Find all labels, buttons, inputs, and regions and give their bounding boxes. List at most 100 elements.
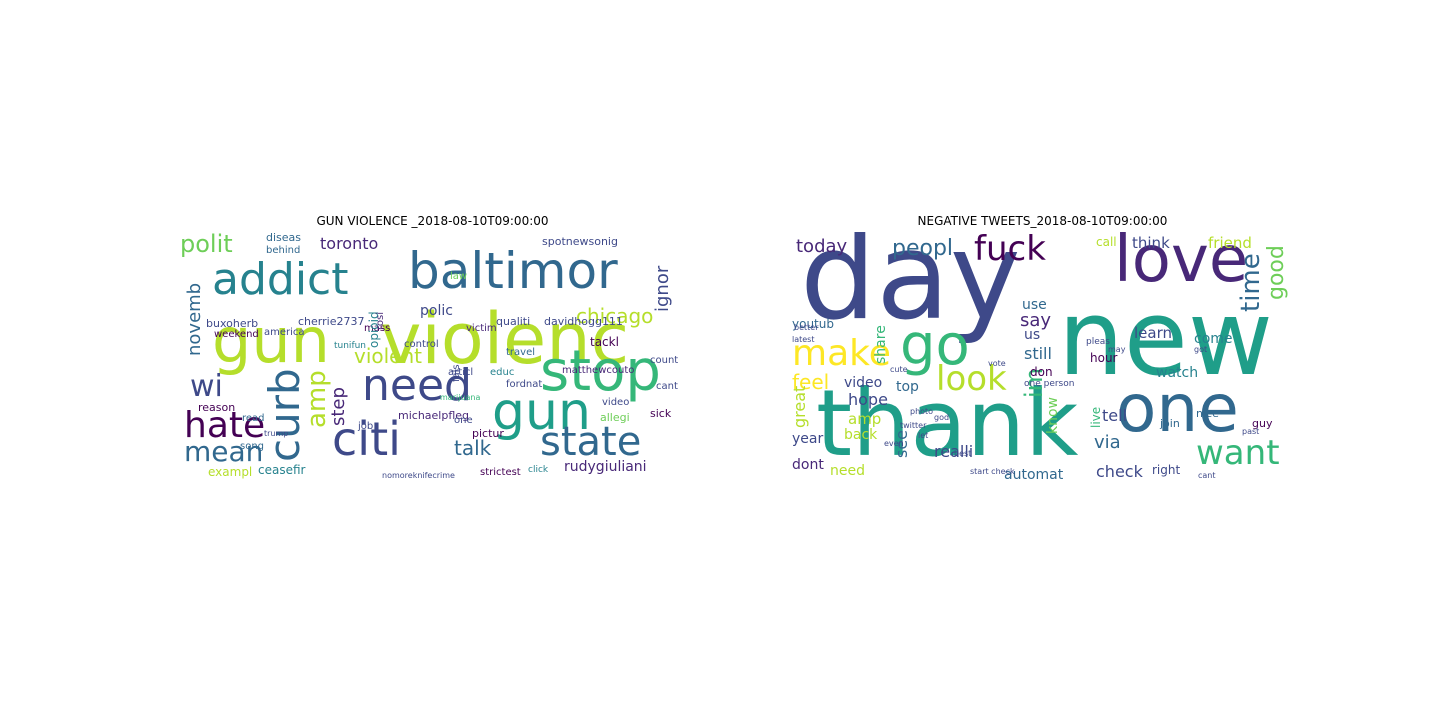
cloud-word: nice — [1196, 407, 1219, 420]
cloud-word: trump — [264, 429, 289, 438]
cloud-word: peopl — [892, 236, 954, 261]
cloud-word: cant — [1198, 471, 1216, 480]
cloud-word: tell — [1102, 406, 1128, 425]
cloud-word: amp — [848, 410, 882, 428]
cloud-word: photo — [910, 407, 934, 416]
cloud-word: via — [1094, 432, 1121, 453]
cloud-word: go — [900, 313, 970, 378]
cloud-word: chicago — [576, 304, 654, 328]
cloud-word: year — [792, 431, 824, 447]
cloud-word: spotnewsonig — [542, 235, 618, 248]
cloud-word: wi — [190, 369, 223, 404]
cloud-word: fals — [451, 364, 462, 382]
cloud-word: time — [1236, 253, 1266, 312]
cloud-word: citi — [332, 412, 401, 466]
cloud-word: amp — [302, 370, 332, 428]
cloud-word: twitter — [900, 421, 927, 430]
panel-title: GUN VIOLENCE _2018-08-10T09:00:00 — [316, 214, 549, 228]
cloud-word: best — [954, 449, 972, 458]
cloud-word: america — [264, 327, 305, 338]
cloud-word: davidhogg111 — [544, 315, 623, 328]
cloud-word: join — [1160, 417, 1180, 430]
cloud-word: michaelpfleg — [398, 409, 470, 422]
cloud-word: video — [844, 375, 883, 391]
cloud-word: click — [528, 465, 549, 475]
cloud-word: hour — [1090, 351, 1118, 365]
cloud-word: state — [540, 419, 642, 465]
word-cloud-panel-negative-tweets: NEGATIVE TWEETS_2018-08-10T09:00:00 day … — [790, 212, 1295, 482]
word-cloud: violenc gun stop baltimor addict need gu… — [180, 232, 685, 482]
cloud-word: vote — [988, 359, 1006, 368]
cloud-word: count — [650, 355, 679, 366]
cloud-word: weekend — [214, 329, 259, 340]
cloud-word: curb — [260, 368, 309, 462]
cloud-word: got — [1194, 345, 1208, 354]
cloud-word: polic — [420, 303, 453, 319]
cloud-word: good — [1264, 245, 1289, 300]
cloud-word: right — [1152, 463, 1181, 477]
cloud-word: read — [242, 413, 265, 424]
cloud-word: rudygiuliani — [564, 459, 647, 475]
cloud-word: great — [790, 385, 809, 428]
cloud-word: cant — [656, 381, 678, 392]
cloud-word: may — [1108, 345, 1126, 354]
panel-title: NEGATIVE TWEETS_2018-08-10T09:00:00 — [917, 214, 1168, 228]
cloud-word: buxoherb — [206, 317, 259, 330]
cloud-word: start check — [970, 467, 1015, 476]
cloud-word: job — [358, 421, 374, 432]
cloud-word: hate — [184, 405, 266, 446]
cloud-word: song — [240, 441, 265, 452]
cloud-word: share — [873, 325, 889, 364]
cloud-word: talk — [454, 436, 492, 460]
cloud-word: stop — [540, 339, 661, 404]
cloud-word: use — [1022, 297, 1047, 313]
word-cloud: day new thank one love go make look want… — [790, 232, 1295, 482]
cloud-word: thank — [816, 370, 1079, 477]
cloud-word: even — [884, 439, 904, 448]
cloud-word: addict — [212, 254, 349, 305]
word-cloud-panel-gun-violence: GUN VIOLENCE _2018-08-10T09:00:00 violen… — [180, 212, 685, 482]
cloud-word: fordnat — [506, 379, 543, 390]
cloud-word: youtub — [792, 317, 834, 331]
cloud-word: still — [1024, 344, 1052, 363]
cloud-word: want — [1196, 433, 1280, 473]
cloud-word: mean — [184, 435, 264, 468]
cloud-word: hope — [848, 390, 888, 409]
cloud-word: one person — [1024, 379, 1075, 389]
cloud-word: call — [1096, 235, 1117, 249]
cloud-word: cute — [890, 365, 908, 374]
cloud-word: strictest — [480, 467, 521, 478]
cloud-word: pleas — [1086, 337, 1110, 347]
cloud-word: top — [896, 379, 919, 395]
cloud-word: behind — [266, 245, 301, 256]
cloud-word: realli — [934, 442, 974, 461]
cloud-word: tackl — [590, 335, 619, 349]
cloud-word: tunifun — [334, 341, 367, 351]
cloud-word: live — [1089, 406, 1103, 428]
cloud-word: violenc — [380, 298, 630, 380]
cloud-word: us — [1024, 327, 1041, 343]
cloud-word: matthewcouto — [562, 365, 635, 376]
cloud-word: sick — [650, 407, 672, 420]
cloud-word: think — [1132, 234, 1170, 252]
cloud-word: violent — [354, 344, 423, 368]
cloud-word: novemb — [184, 282, 205, 356]
cloud-word: love — [1114, 232, 1249, 297]
cloud-word: ceasefir — [258, 463, 306, 477]
cloud-word: allegi — [600, 411, 630, 424]
cloud-word: say — [1020, 310, 1052, 331]
cloud-word: one — [1116, 370, 1239, 447]
cloud-word: polit — [180, 232, 233, 258]
cloud-word: latest — [792, 335, 815, 344]
cloud-word: friend — [1208, 234, 1252, 252]
cloud-word: baltimor — [408, 242, 618, 300]
cloud-word: back — [844, 427, 878, 443]
cloud-word: ignor — [652, 265, 673, 312]
cloud-word: check — [1096, 462, 1143, 481]
cloud-word: guy — [1252, 417, 1273, 430]
cloud-word: travel — [506, 347, 536, 358]
cloud-word: don — [1030, 365, 1053, 379]
cloud-word: qualiti — [496, 315, 531, 328]
cloud-word: diseas — [266, 232, 302, 244]
cloud-word: need — [830, 463, 865, 479]
